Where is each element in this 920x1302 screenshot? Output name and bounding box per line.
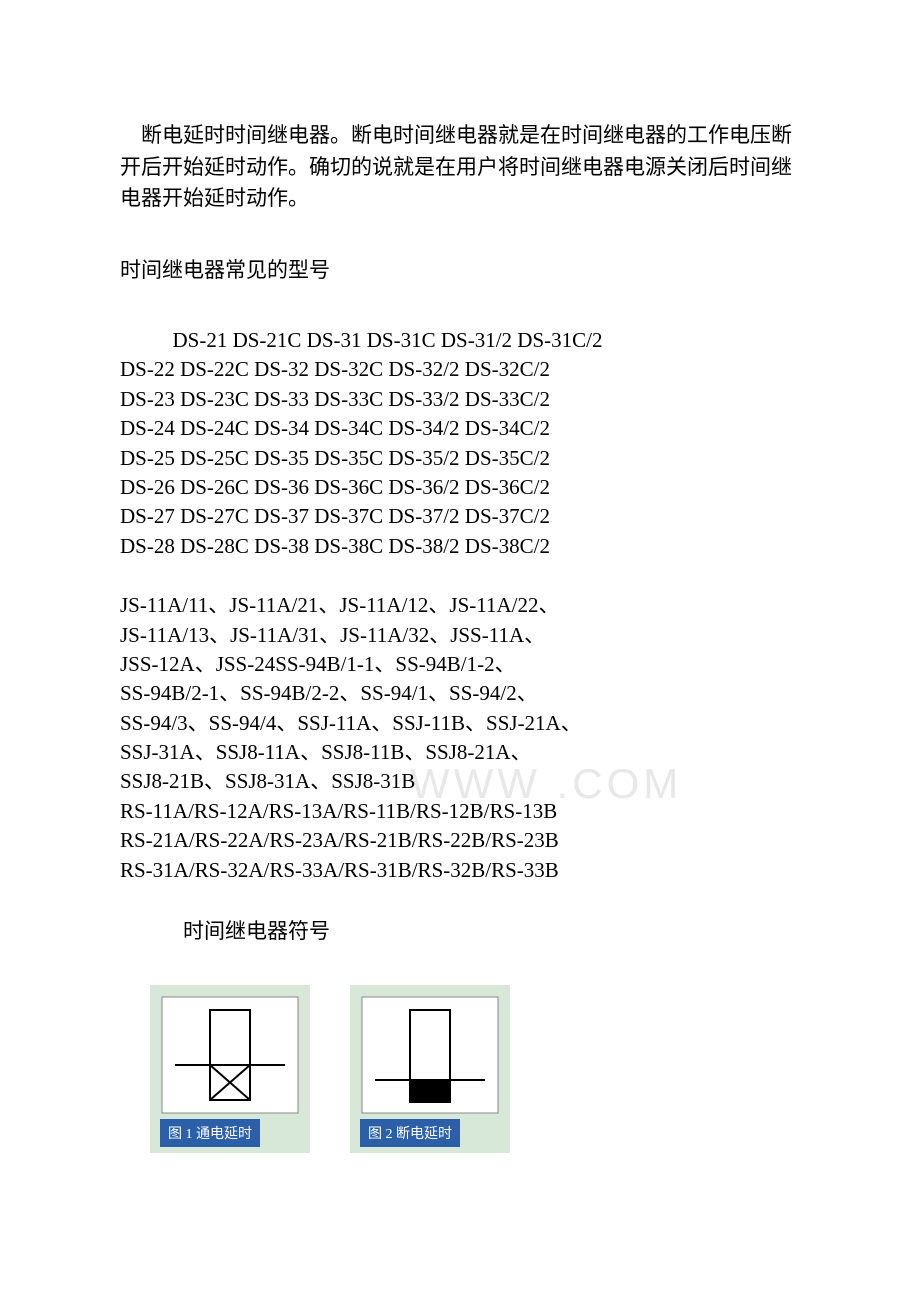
- diagram-1-label: 图 1 通电延时: [160, 1119, 260, 1147]
- model-line: RS-31A/RS-32A/RS-33A/RS-31B/RS-32B/RS-33…: [120, 856, 800, 885]
- diagram-2-label: 图 2 断电延时: [360, 1119, 460, 1147]
- diagram-container: 图 1 通电延时 图 2 断电延时: [150, 985, 800, 1153]
- model-line: JS-11A/13、JS-11A/31、JS-11A/32、JSS-11A、: [120, 621, 800, 650]
- model-line: SS-94B/2-1、SS-94B/2-2、SS-94/1、SS-94/2、: [120, 679, 800, 708]
- model-line: RS-21A/RS-22A/RS-23A/RS-21B/RS-22B/RS-23…: [120, 826, 800, 855]
- js-model-list: JS-11A/11、JS-11A/21、JS-11A/12、JS-11A/22、…: [120, 591, 800, 885]
- model-line: SS-94/3、SS-94/4、SSJ-11A、SSJ-11B、SSJ-21A、: [120, 709, 800, 738]
- model-line: JS-11A/11、JS-11A/21、JS-11A/12、JS-11A/22、: [120, 591, 800, 620]
- model-line: DS-28 DS-28C DS-38 DS-38C DS-38/2 DS-38C…: [120, 532, 800, 561]
- model-line: DS-27 DS-27C DS-37 DS-37C DS-37/2 DS-37C…: [120, 502, 800, 531]
- ds-model-list: DS-21 DS-21C DS-31 DS-31C DS-31/2 DS-31C…: [120, 326, 800, 561]
- model-line: SSJ-31A、SSJ8-11A、SSJ8-11B、SSJ8-21A、: [120, 738, 800, 767]
- model-line: JSS-12A、JSS-24SS-94B/1-1、SS-94B/1-2、: [120, 650, 800, 679]
- model-line: SSJ8-21B、SSJ8-31A、SSJ8-31B: [120, 767, 800, 796]
- model-line: DS-23 DS-23C DS-33 DS-33C DS-33/2 DS-33C…: [120, 385, 800, 414]
- model-line: DS-26 DS-26C DS-36 DS-36C DS-36/2 DS-36C…: [120, 473, 800, 502]
- model-line: RS-11A/RS-12A/RS-13A/RS-11B/RS-12B/RS-13…: [120, 797, 800, 826]
- symbol-heading: 时间继电器符号: [183, 915, 800, 945]
- document-body: 断电延时时间继电器。断电时间继电器就是在时间继电器的工作电压断开后开始延时动作。…: [120, 120, 800, 1153]
- model-line: DS-21 DS-21C DS-31 DS-31C DS-31/2 DS-31C…: [120, 326, 800, 355]
- model-line: DS-24 DS-24C DS-34 DS-34C DS-34/2 DS-34C…: [120, 414, 800, 443]
- model-line: DS-22 DS-22C DS-32 DS-32C DS-32/2 DS-32C…: [120, 355, 800, 384]
- models-heading: 时间继电器常见的型号: [120, 255, 800, 287]
- intro-paragraph: 断电延时时间继电器。断电时间继电器就是在时间继电器的工作电压断开后开始延时动作。…: [120, 120, 800, 215]
- off-delay-symbol-icon: [360, 995, 500, 1115]
- model-line: DS-25 DS-25C DS-35 DS-35C DS-35/2 DS-35C…: [120, 444, 800, 473]
- diagram-2-box: 图 2 断电延时: [350, 985, 510, 1153]
- on-delay-symbol-icon: [160, 995, 300, 1115]
- diagram-1-box: 图 1 通电延时: [150, 985, 310, 1153]
